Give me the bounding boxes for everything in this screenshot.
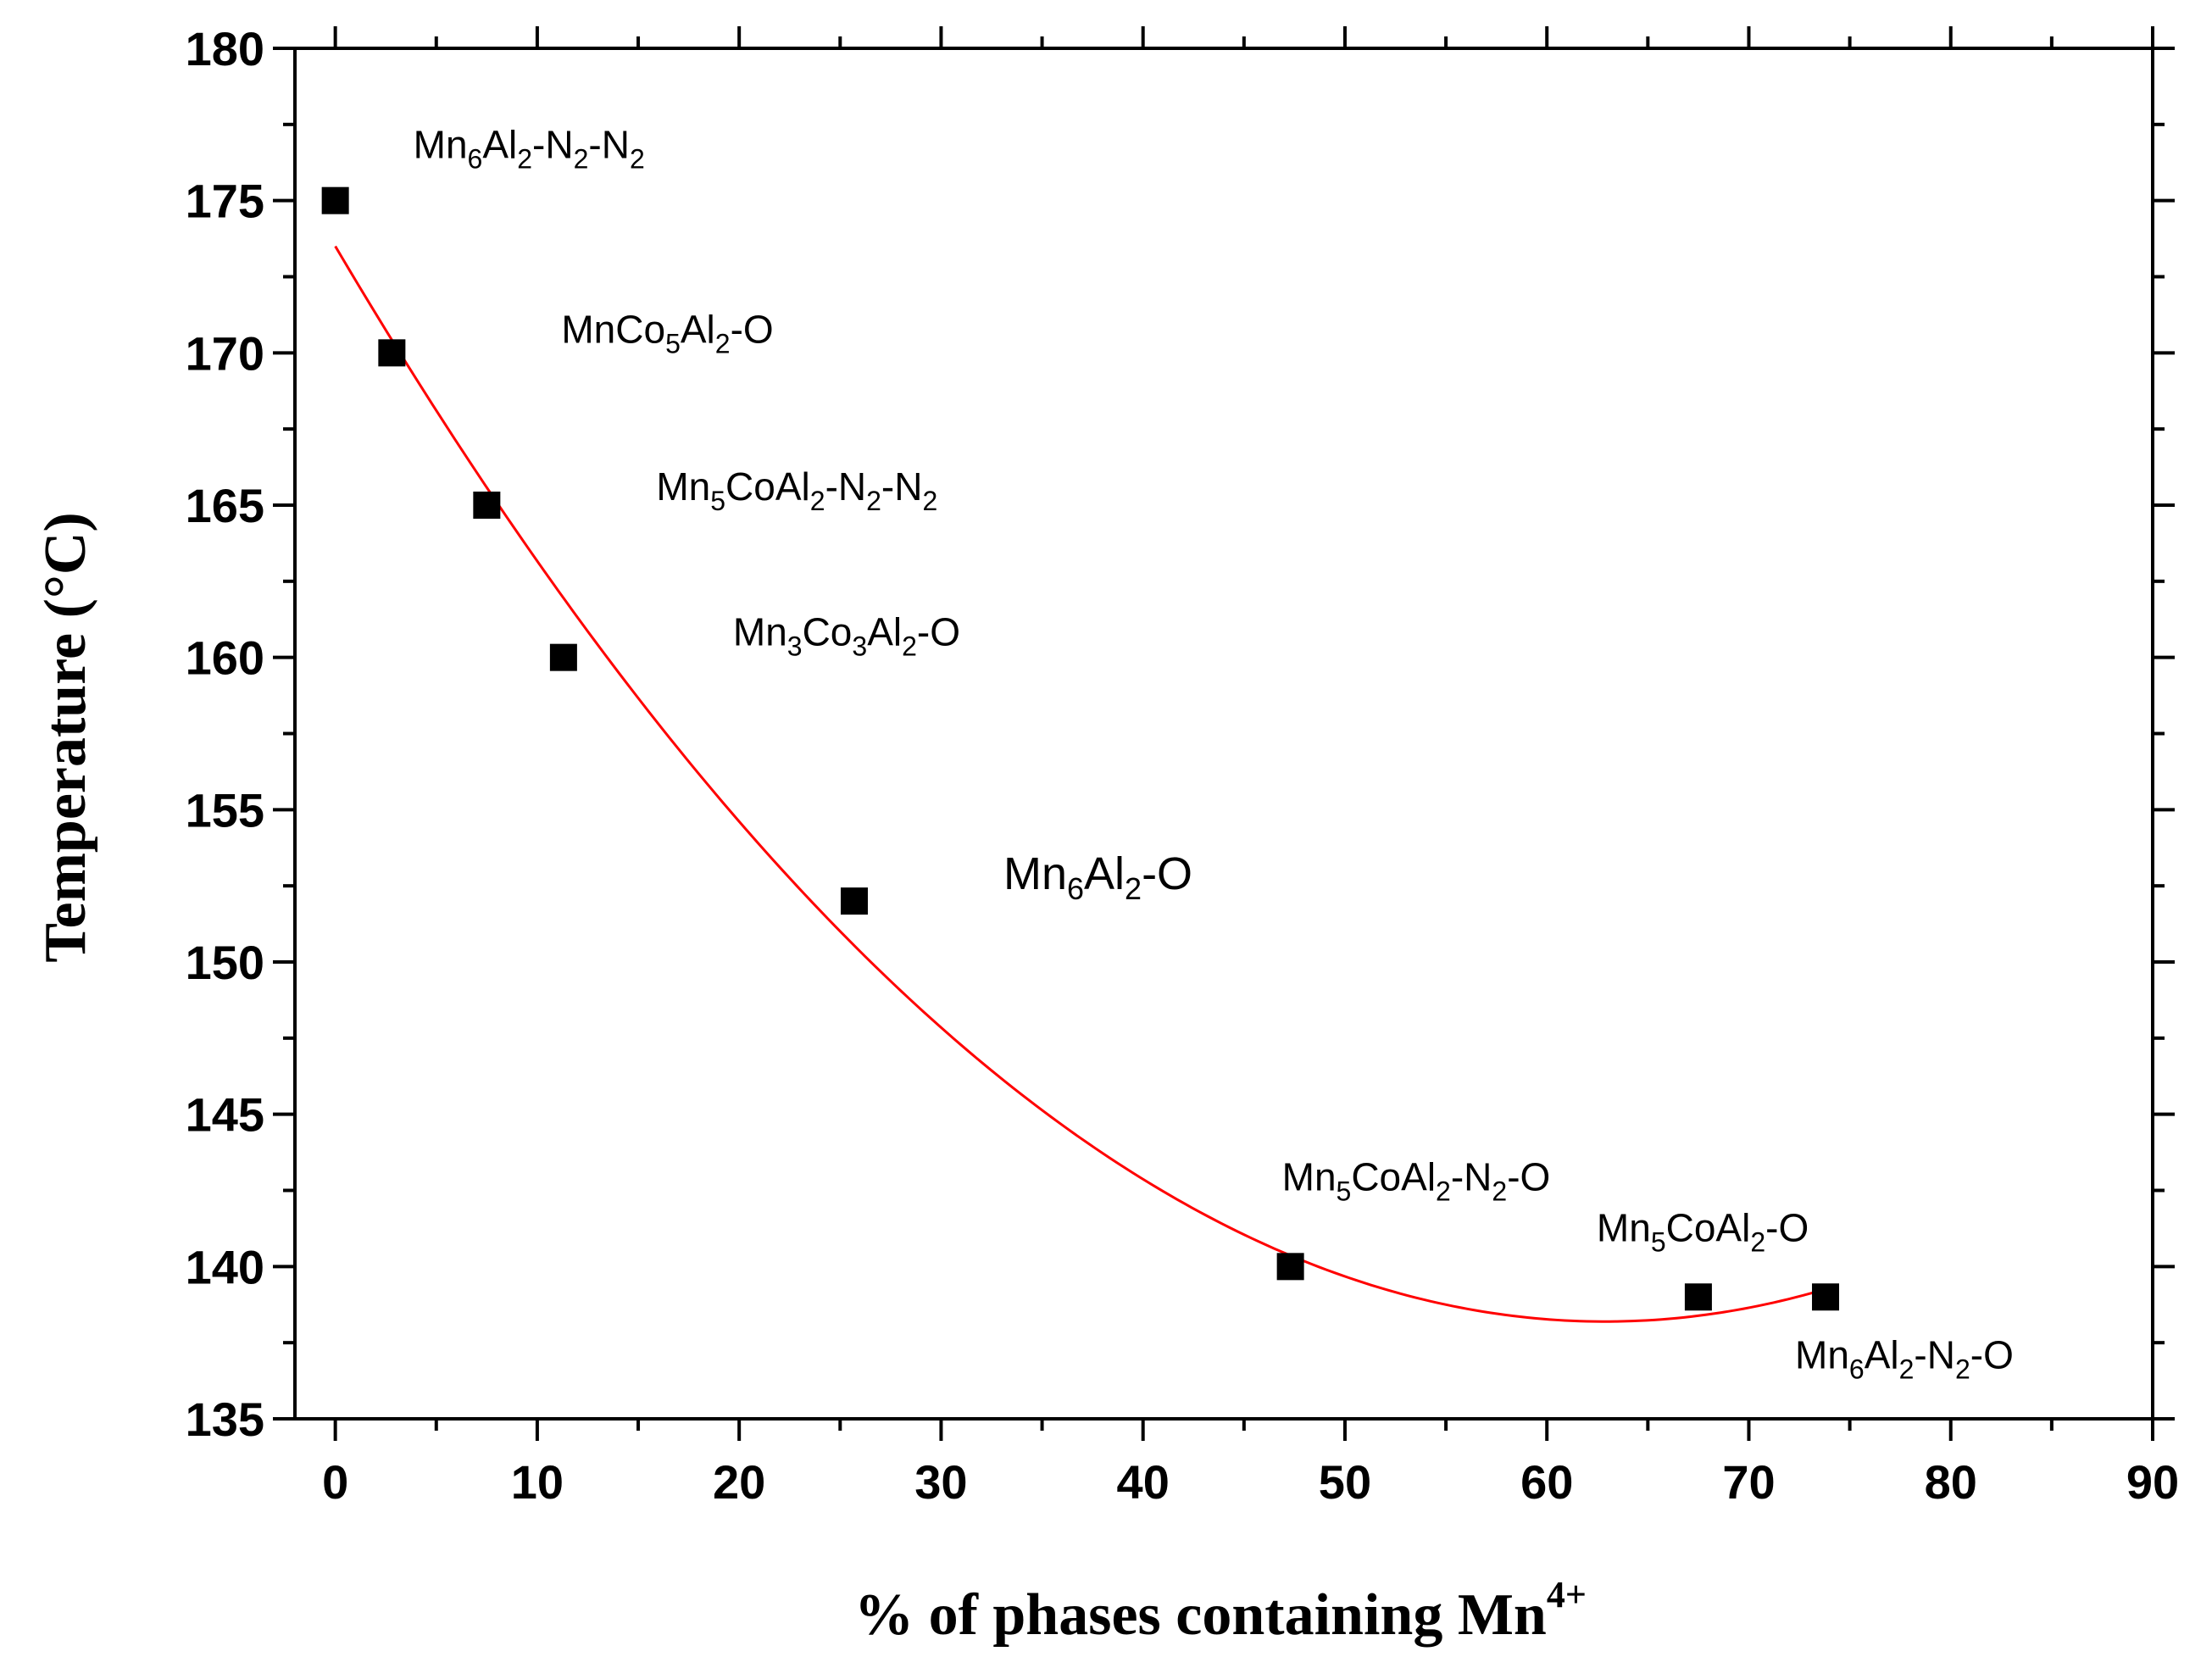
fit-curve xyxy=(334,245,1826,1323)
x-tick-label: 40 xyxy=(1117,1455,1170,1509)
y-tick-label: 165 xyxy=(186,479,264,532)
x-tick-label: 50 xyxy=(1319,1455,1371,1509)
data-point xyxy=(473,492,501,519)
point-label: Mn6Al2-N2-N2 xyxy=(414,123,645,175)
x-tick-label: 80 xyxy=(1925,1455,1977,1509)
tick-labels: 0 10 20 30 40 50 60 70 80 90 135 140 145 150 155 160 165… xyxy=(186,22,2180,1509)
point-label: Mn6Al2-N2-O xyxy=(1795,1332,2014,1384)
x-tick-label: 10 xyxy=(511,1455,564,1509)
data-point xyxy=(840,887,868,915)
point-label: Mn5CoAl2-N2-O xyxy=(1282,1154,1551,1206)
y-tick-label: 175 xyxy=(186,175,264,228)
point-label: Mn6Al2-O xyxy=(1003,848,1192,906)
y-tick-label: 155 xyxy=(186,783,264,837)
data-point xyxy=(1276,1253,1304,1281)
x-tick-label: 70 xyxy=(1722,1455,1775,1509)
data-point xyxy=(1684,1283,1712,1311)
y-tick-label: 145 xyxy=(186,1088,264,1142)
plot-area-frame xyxy=(293,47,2154,1421)
data-point xyxy=(378,339,406,367)
point-labels: Mn6Al2-N2-N2 MnCo5Al2-O Mn5CoAl2-N2-N2 Mn3C… xyxy=(414,123,2014,1385)
y-tick-label: 140 xyxy=(186,1240,264,1293)
data-point xyxy=(1812,1283,1840,1311)
y-tick-label: 180 xyxy=(186,22,264,75)
x-tick-label: 20 xyxy=(713,1455,765,1509)
data-point xyxy=(549,643,577,671)
x-tick-label: 90 xyxy=(2126,1455,2179,1509)
tick-marks xyxy=(273,26,2175,1441)
y-axis-title: Temperature (°C) xyxy=(33,512,98,963)
y-tick-label: 170 xyxy=(186,326,264,380)
data-points xyxy=(321,186,1840,1311)
x-tick-label: 60 xyxy=(1520,1455,1573,1509)
x-tick-label: 0 xyxy=(322,1455,348,1509)
point-label: Mn5CoAl2-O xyxy=(1597,1205,1809,1257)
y-tick-label: 160 xyxy=(186,631,264,685)
x-axis-title: % of phases containing Mn4+ xyxy=(854,1574,1587,1648)
point-label: Mn3Co3Al2-O xyxy=(733,610,960,662)
x-tick-label: 30 xyxy=(914,1455,967,1509)
point-label: MnCo5Al2-O xyxy=(561,307,773,359)
data-point xyxy=(321,186,349,214)
y-tick-label: 135 xyxy=(186,1393,264,1446)
point-label: Mn5CoAl2-N2-N2 xyxy=(656,464,937,516)
y-tick-label: 150 xyxy=(186,936,264,989)
